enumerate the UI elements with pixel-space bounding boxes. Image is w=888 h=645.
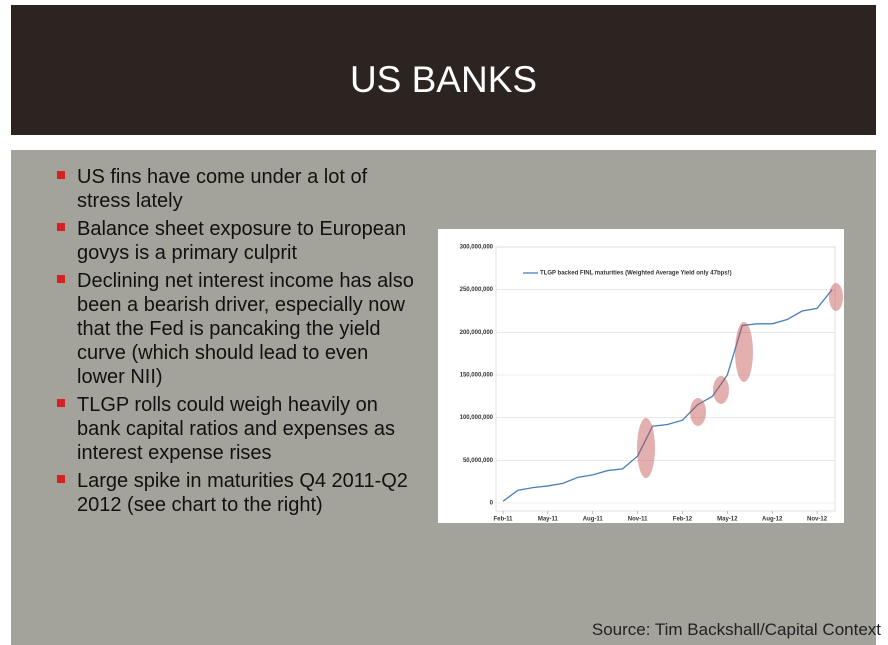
x-tick-label: May-11 bbox=[538, 517, 559, 523]
chart-background bbox=[438, 229, 844, 523]
highlight bbox=[713, 376, 729, 404]
bullet: Declining net interest income has also b… bbox=[57, 269, 417, 389]
y-tick-label: 300,000,000 bbox=[460, 245, 494, 251]
header: US BANKS bbox=[11, 5, 876, 135]
bullet: Balance sheet exposure to European govys… bbox=[57, 217, 417, 265]
line bbox=[502, 289, 833, 502]
x-tick-label: Feb-12 bbox=[673, 517, 693, 523]
legend-label: TLGP backed FINL maturities (Weighted Av… bbox=[540, 271, 732, 277]
y-tick-label: 0 bbox=[490, 501, 494, 507]
highlight bbox=[690, 398, 706, 426]
highlight bbox=[829, 283, 843, 311]
y-tick-label: 50,000,000 bbox=[463, 458, 494, 464]
x-tick-label: Feb-11 bbox=[493, 517, 513, 523]
y-tick-label: 200,000,000 bbox=[460, 330, 494, 336]
chart: 0 50,000,000 100,000,000 150,000,000 200,000… bbox=[438, 229, 844, 523]
x-tick-label: May-12 bbox=[717, 517, 738, 523]
bullet: Large spike in maturities Q4 2011-Q2 201… bbox=[57, 469, 417, 517]
title: US BANKS bbox=[349, 59, 538, 100]
source: Source: Tim Backshall/Capital Context bbox=[591, 620, 881, 639]
content: US fins have come under a lot of stress … bbox=[11, 150, 881, 645]
x-tick-label: Nov-11 bbox=[628, 517, 648, 523]
highlights bbox=[637, 283, 843, 478]
highlight bbox=[637, 418, 655, 478]
y-tick-label: 250,000,000 bbox=[460, 287, 494, 293]
bullet-list: US fins have come under a lot of stress … bbox=[57, 165, 417, 521]
x-tick-label: Aug-12 bbox=[762, 517, 783, 523]
y-tick-label: 150,000,000 bbox=[460, 373, 494, 379]
x-tick-label: Nov-12 bbox=[807, 517, 828, 523]
bullet: TLGP rolls could weigh heavily on bank c… bbox=[57, 393, 417, 465]
y-tick-label: 100,000,000 bbox=[460, 415, 494, 421]
bullet: US fins have come under a lot of stress … bbox=[57, 165, 417, 213]
highlight bbox=[735, 322, 753, 382]
x-tick-label: Aug-11 bbox=[583, 517, 604, 523]
